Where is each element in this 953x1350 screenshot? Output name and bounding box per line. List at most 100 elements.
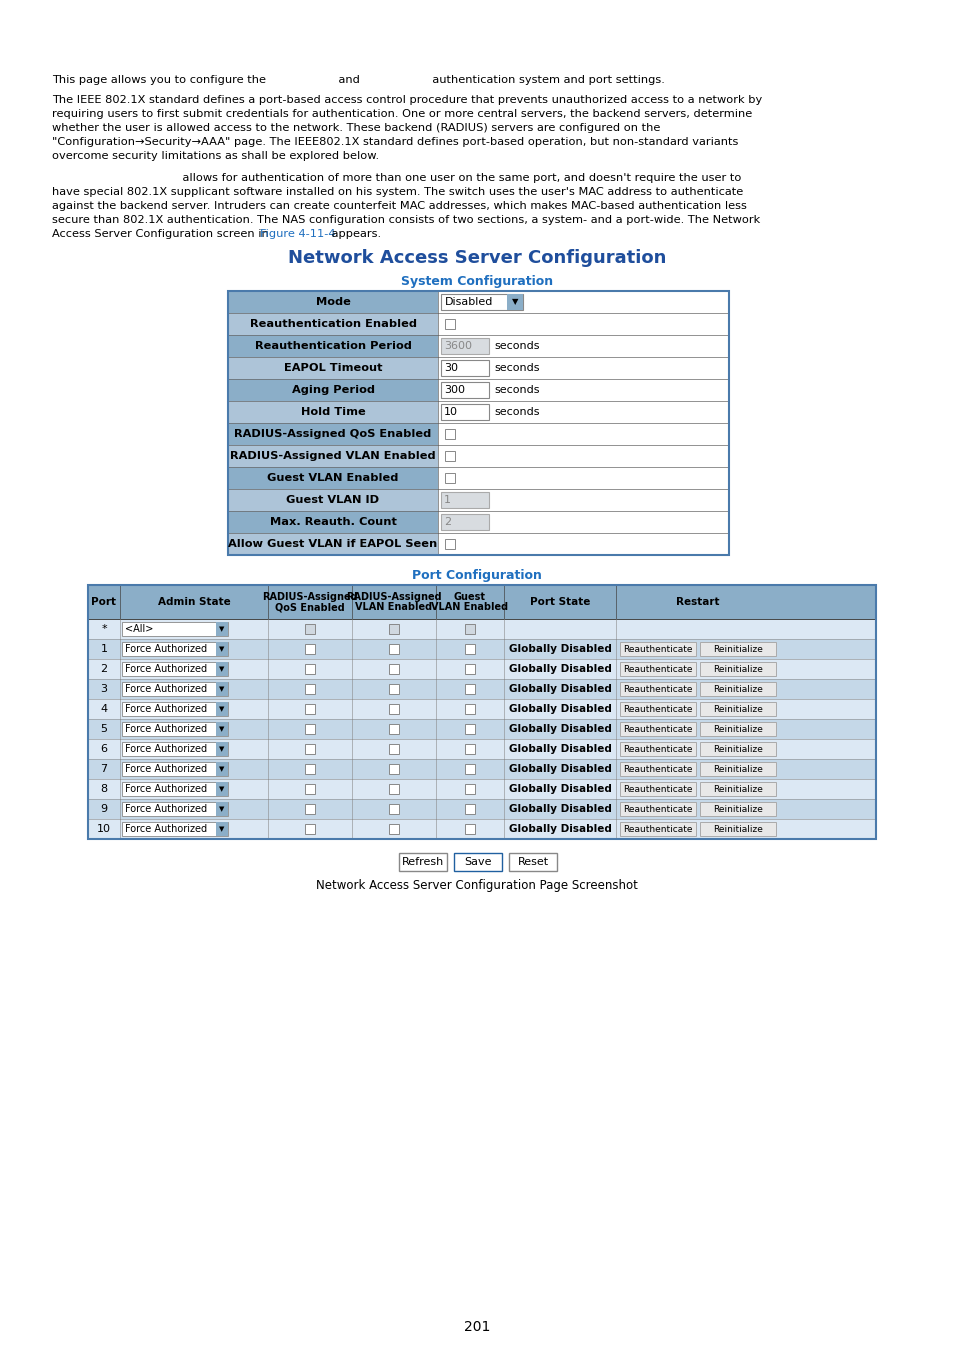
- Bar: [228, 533, 437, 555]
- Bar: [464, 644, 475, 653]
- Bar: [619, 702, 696, 716]
- Bar: [389, 724, 398, 734]
- Bar: [305, 644, 314, 653]
- Bar: [700, 822, 775, 836]
- Bar: [619, 722, 696, 736]
- Text: 2: 2: [443, 517, 451, 526]
- Text: whether the user is allowed access to the network. These backend (RADIUS) server: whether the user is allowed access to th…: [52, 123, 659, 134]
- Bar: [215, 822, 228, 836]
- Text: Globally Disabled: Globally Disabled: [508, 744, 611, 755]
- Text: ▼: ▼: [219, 686, 225, 693]
- Bar: [88, 639, 875, 659]
- Bar: [305, 624, 314, 634]
- Text: Port: Port: [91, 597, 116, 608]
- Bar: [389, 624, 398, 634]
- Bar: [440, 360, 489, 377]
- Text: 30: 30: [443, 363, 457, 373]
- Text: Reinitialize: Reinitialize: [712, 744, 762, 753]
- Text: Reinitialize: Reinitialize: [712, 705, 762, 714]
- Text: ▼: ▼: [219, 786, 225, 792]
- Bar: [305, 764, 314, 774]
- Bar: [215, 722, 228, 736]
- Text: ▼: ▼: [219, 706, 225, 711]
- Bar: [228, 335, 437, 356]
- Bar: [619, 761, 696, 776]
- Text: allows for authentication of more than one user on the same port, and doesn't re: allows for authentication of more than o…: [52, 173, 740, 184]
- Bar: [228, 489, 437, 512]
- Text: RADIUS-Assigned: RADIUS-Assigned: [262, 593, 357, 602]
- Bar: [228, 292, 728, 555]
- Bar: [228, 467, 437, 489]
- Text: 1: 1: [443, 495, 451, 505]
- Text: Reinitialize: Reinitialize: [712, 725, 762, 733]
- Bar: [437, 512, 728, 533]
- Text: 6: 6: [100, 744, 108, 755]
- Bar: [440, 382, 489, 398]
- Bar: [215, 743, 228, 756]
- Bar: [464, 724, 475, 734]
- Text: 1: 1: [100, 644, 108, 653]
- Bar: [619, 802, 696, 815]
- Bar: [437, 401, 728, 423]
- Text: Mode: Mode: [315, 297, 350, 306]
- Text: Refresh: Refresh: [401, 857, 444, 867]
- Text: Reauthentication Period: Reauthentication Period: [254, 342, 411, 351]
- Bar: [88, 699, 875, 720]
- Text: have special 802.1X supplicant software installed on his system. The switch uses: have special 802.1X supplicant software …: [52, 188, 742, 197]
- Text: 5: 5: [100, 724, 108, 734]
- Text: 8: 8: [100, 784, 108, 794]
- Bar: [122, 702, 228, 716]
- Bar: [88, 620, 875, 639]
- Text: ▼: ▼: [219, 666, 225, 672]
- Bar: [88, 659, 875, 679]
- Bar: [444, 472, 455, 483]
- Text: Reset: Reset: [517, 857, 548, 867]
- Bar: [228, 446, 437, 467]
- Text: EAPOL Timeout: EAPOL Timeout: [283, 363, 382, 373]
- Bar: [88, 585, 875, 838]
- Text: Reauthenticate: Reauthenticate: [622, 764, 692, 774]
- Bar: [389, 664, 398, 674]
- Bar: [122, 782, 228, 796]
- Text: Max. Reauth. Count: Max. Reauth. Count: [270, 517, 396, 526]
- Text: 7: 7: [100, 764, 108, 774]
- Text: VLAN Enabled: VLAN Enabled: [431, 602, 508, 612]
- Text: Allow Guest VLAN if EAPOL Seen: Allow Guest VLAN if EAPOL Seen: [228, 539, 437, 549]
- Bar: [454, 853, 501, 871]
- Bar: [700, 662, 775, 676]
- Text: overcome security limitations as shall be explored below.: overcome security limitations as shall b…: [52, 151, 378, 161]
- Bar: [509, 853, 557, 871]
- Text: Aging Period: Aging Period: [292, 385, 375, 396]
- Text: against the backend server. Intruders can create counterfeit MAC addresses, whic: against the backend server. Intruders ca…: [52, 201, 746, 211]
- Bar: [437, 446, 728, 467]
- Text: Globally Disabled: Globally Disabled: [508, 644, 611, 653]
- Bar: [437, 356, 728, 379]
- Bar: [305, 724, 314, 734]
- Text: Globally Disabled: Globally Disabled: [508, 724, 611, 734]
- Text: Force Authorized: Force Authorized: [125, 684, 207, 694]
- Text: Globally Disabled: Globally Disabled: [508, 764, 611, 774]
- Bar: [305, 824, 314, 834]
- Bar: [619, 682, 696, 697]
- Text: QoS Enabled: QoS Enabled: [274, 602, 345, 612]
- Text: The IEEE 802.1X standard defines a port-based access control procedure that prev: The IEEE 802.1X standard defines a port-…: [52, 95, 761, 105]
- Text: RADIUS-Assigned QoS Enabled: RADIUS-Assigned QoS Enabled: [234, 429, 431, 439]
- Text: Reauthenticate: Reauthenticate: [622, 805, 692, 814]
- Text: Access Server Configuration screen in: Access Server Configuration screen in: [52, 230, 273, 239]
- Bar: [464, 703, 475, 714]
- Text: Reinitialize: Reinitialize: [712, 684, 762, 694]
- Bar: [228, 356, 437, 379]
- Bar: [122, 622, 228, 636]
- Bar: [305, 805, 314, 814]
- Bar: [88, 720, 875, 738]
- Text: Force Authorized: Force Authorized: [125, 764, 207, 774]
- Text: seconds: seconds: [494, 342, 539, 351]
- Bar: [389, 764, 398, 774]
- Text: Globally Disabled: Globally Disabled: [508, 664, 611, 674]
- Bar: [228, 423, 437, 446]
- Text: <All>: <All>: [125, 624, 153, 634]
- Bar: [700, 761, 775, 776]
- Text: secure than 802.1X authentication. The NAS configuration consists of two section: secure than 802.1X authentication. The N…: [52, 215, 760, 225]
- Text: ▼: ▼: [219, 747, 225, 752]
- Text: VLAN Enabled: VLAN Enabled: [355, 602, 432, 612]
